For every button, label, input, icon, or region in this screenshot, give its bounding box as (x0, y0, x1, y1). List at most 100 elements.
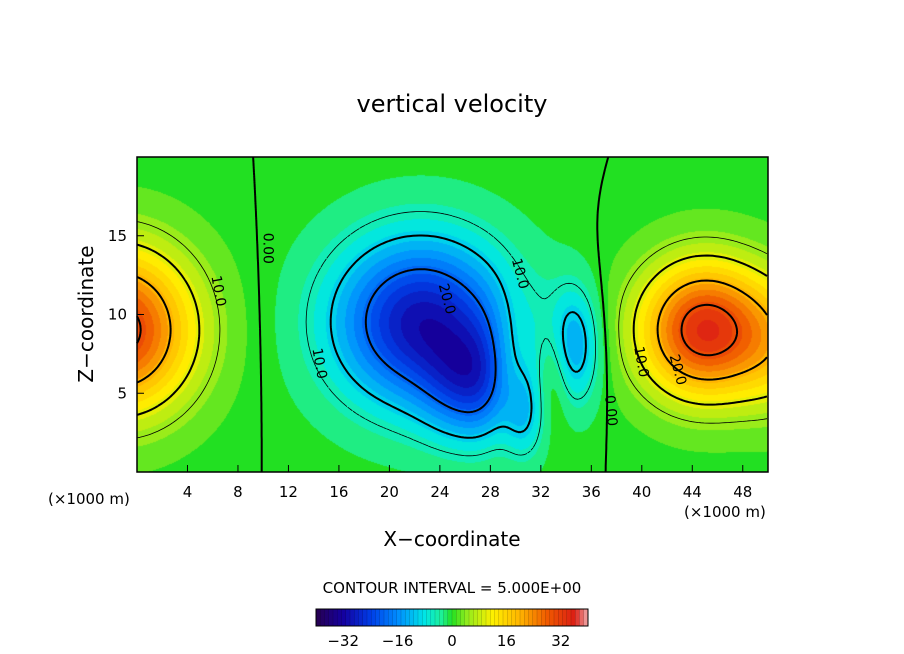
contour-field (137, 157, 768, 472)
colorbar-swatch (379, 609, 385, 626)
colorbar-swatch (545, 609, 551, 626)
colorbar-swatch (384, 609, 389, 626)
colorbar-swatch (367, 609, 372, 626)
colorbar-tick-label: −16 (382, 632, 414, 650)
colorbar-swatch (358, 609, 364, 626)
x-tick-label: 24 (430, 483, 449, 501)
contour-label: 10.0 (308, 347, 329, 380)
colorbar-swatch (528, 609, 534, 626)
colorbar-swatch (333, 609, 338, 626)
contour-line-5 (136, 221, 768, 439)
colorbar-swatch (452, 609, 457, 626)
colorbar-swatch (571, 609, 576, 626)
colorbar-swatch (486, 609, 491, 626)
x-tick-label: 28 (481, 483, 500, 501)
chart-title: vertical velocity (357, 90, 548, 118)
colorbar-swatch (328, 609, 334, 626)
colorbar-swatch (460, 609, 466, 626)
colorbar-swatch (537, 609, 542, 626)
colorbar-swatch (473, 609, 478, 626)
contour-lines (136, 156, 768, 473)
contour-label: 0.00 (259, 233, 275, 264)
x-tick-label: 4 (183, 483, 193, 501)
colorbar-swatch (477, 609, 483, 626)
colorbar-frame (315, 608, 589, 627)
colorbar-swatch (388, 609, 393, 626)
colorbar-swatch (498, 609, 504, 626)
x-tick-label: 36 (582, 483, 601, 501)
colorbar-swatch (392, 609, 398, 626)
y-tick-label: 15 (108, 227, 127, 245)
x-tick-label: 48 (733, 483, 752, 501)
colorbar-swatch (575, 609, 580, 626)
colorbar-swatch (337, 609, 342, 626)
x-tick-label: 20 (380, 483, 399, 501)
colorbar-swatch (554, 609, 559, 626)
y-axis-label: Z−coordinate (74, 245, 98, 382)
colorbar-swatch (354, 609, 359, 626)
colorbar-tick-label: −32 (327, 632, 359, 650)
contour-label: 0.00 (601, 394, 620, 426)
colorbar-swatch (507, 609, 512, 626)
colorbar-swatch (511, 609, 517, 626)
x-tick-label: 8 (233, 483, 243, 501)
colorbar-swatch (464, 609, 470, 626)
contour-label: 10.0 (630, 345, 651, 378)
y-tick-label: 5 (117, 384, 127, 402)
contour-labels: 10.0 0.00 20.0 10.0 10.0 0.00 10.0 20.0 (207, 233, 690, 427)
colorbar-swatch (316, 609, 321, 626)
x-tick-label: 40 (632, 483, 651, 501)
contour-label: 10.0 (508, 257, 532, 291)
colorbar-swatch (405, 609, 410, 626)
contour-label: 20.0 (666, 353, 690, 387)
contour-line-10 (136, 243, 768, 416)
contour-line-neg10 (329, 234, 587, 439)
colorbar-swatch (447, 609, 453, 626)
colorbar-swatch (532, 609, 538, 626)
colorbar-swatch (443, 609, 449, 626)
contour-label: 20.0 (435, 282, 459, 316)
contour-line-0 (252, 156, 610, 473)
colorbar-swatch (426, 609, 432, 626)
colorbar (316, 609, 589, 626)
x-axis-label: X−coordinate (383, 527, 520, 551)
colorbar-swatch (345, 609, 351, 626)
colorbar-swatch (562, 609, 568, 626)
contour-line-30 (136, 303, 739, 357)
colorbar-swatch (350, 609, 355, 626)
colorbar-swatch (435, 609, 440, 626)
colorbar-swatch (503, 609, 508, 626)
colorbar-swatch (481, 609, 487, 626)
colorbar-swatch (418, 609, 423, 626)
colorbar-swatch (375, 609, 381, 626)
x-tick-label: 44 (683, 483, 702, 501)
colorbar-swatch (320, 609, 325, 626)
colorbar-swatch (490, 609, 495, 626)
y-tick-label: 10 (108, 306, 127, 324)
colorbar-tick-label: 32 (551, 632, 570, 650)
colorbar-swatch (469, 609, 474, 626)
x-unit-right: (×1000 m) (684, 503, 766, 521)
colorbar-swatch (430, 609, 436, 626)
colorbar-swatch (371, 609, 376, 626)
colorbar-swatch (583, 609, 589, 626)
colorbar-swatch (524, 609, 529, 626)
colorbar-swatch (413, 609, 419, 626)
contour-line-neg5 (305, 211, 596, 457)
colorbar-swatch (362, 609, 368, 626)
x-tick-label: 32 (531, 483, 550, 501)
colorbar-swatch (409, 609, 415, 626)
y-axis: 5 10 15 (108, 227, 144, 402)
colorbar-swatch (541, 609, 546, 626)
colorbar-swatch (401, 609, 406, 626)
x-unit-left: (×1000 m) (48, 490, 130, 508)
colorbar-swatch (566, 609, 572, 626)
colorbar-tick-label: 16 (497, 632, 516, 650)
colorbar-swatch (549, 609, 555, 626)
contour-line-neg20 (364, 268, 497, 414)
colorbar-swatch (341, 609, 347, 626)
colorbar-swatch (324, 609, 330, 626)
colorbar-swatch (422, 609, 427, 626)
colorbar-swatch (520, 609, 525, 626)
